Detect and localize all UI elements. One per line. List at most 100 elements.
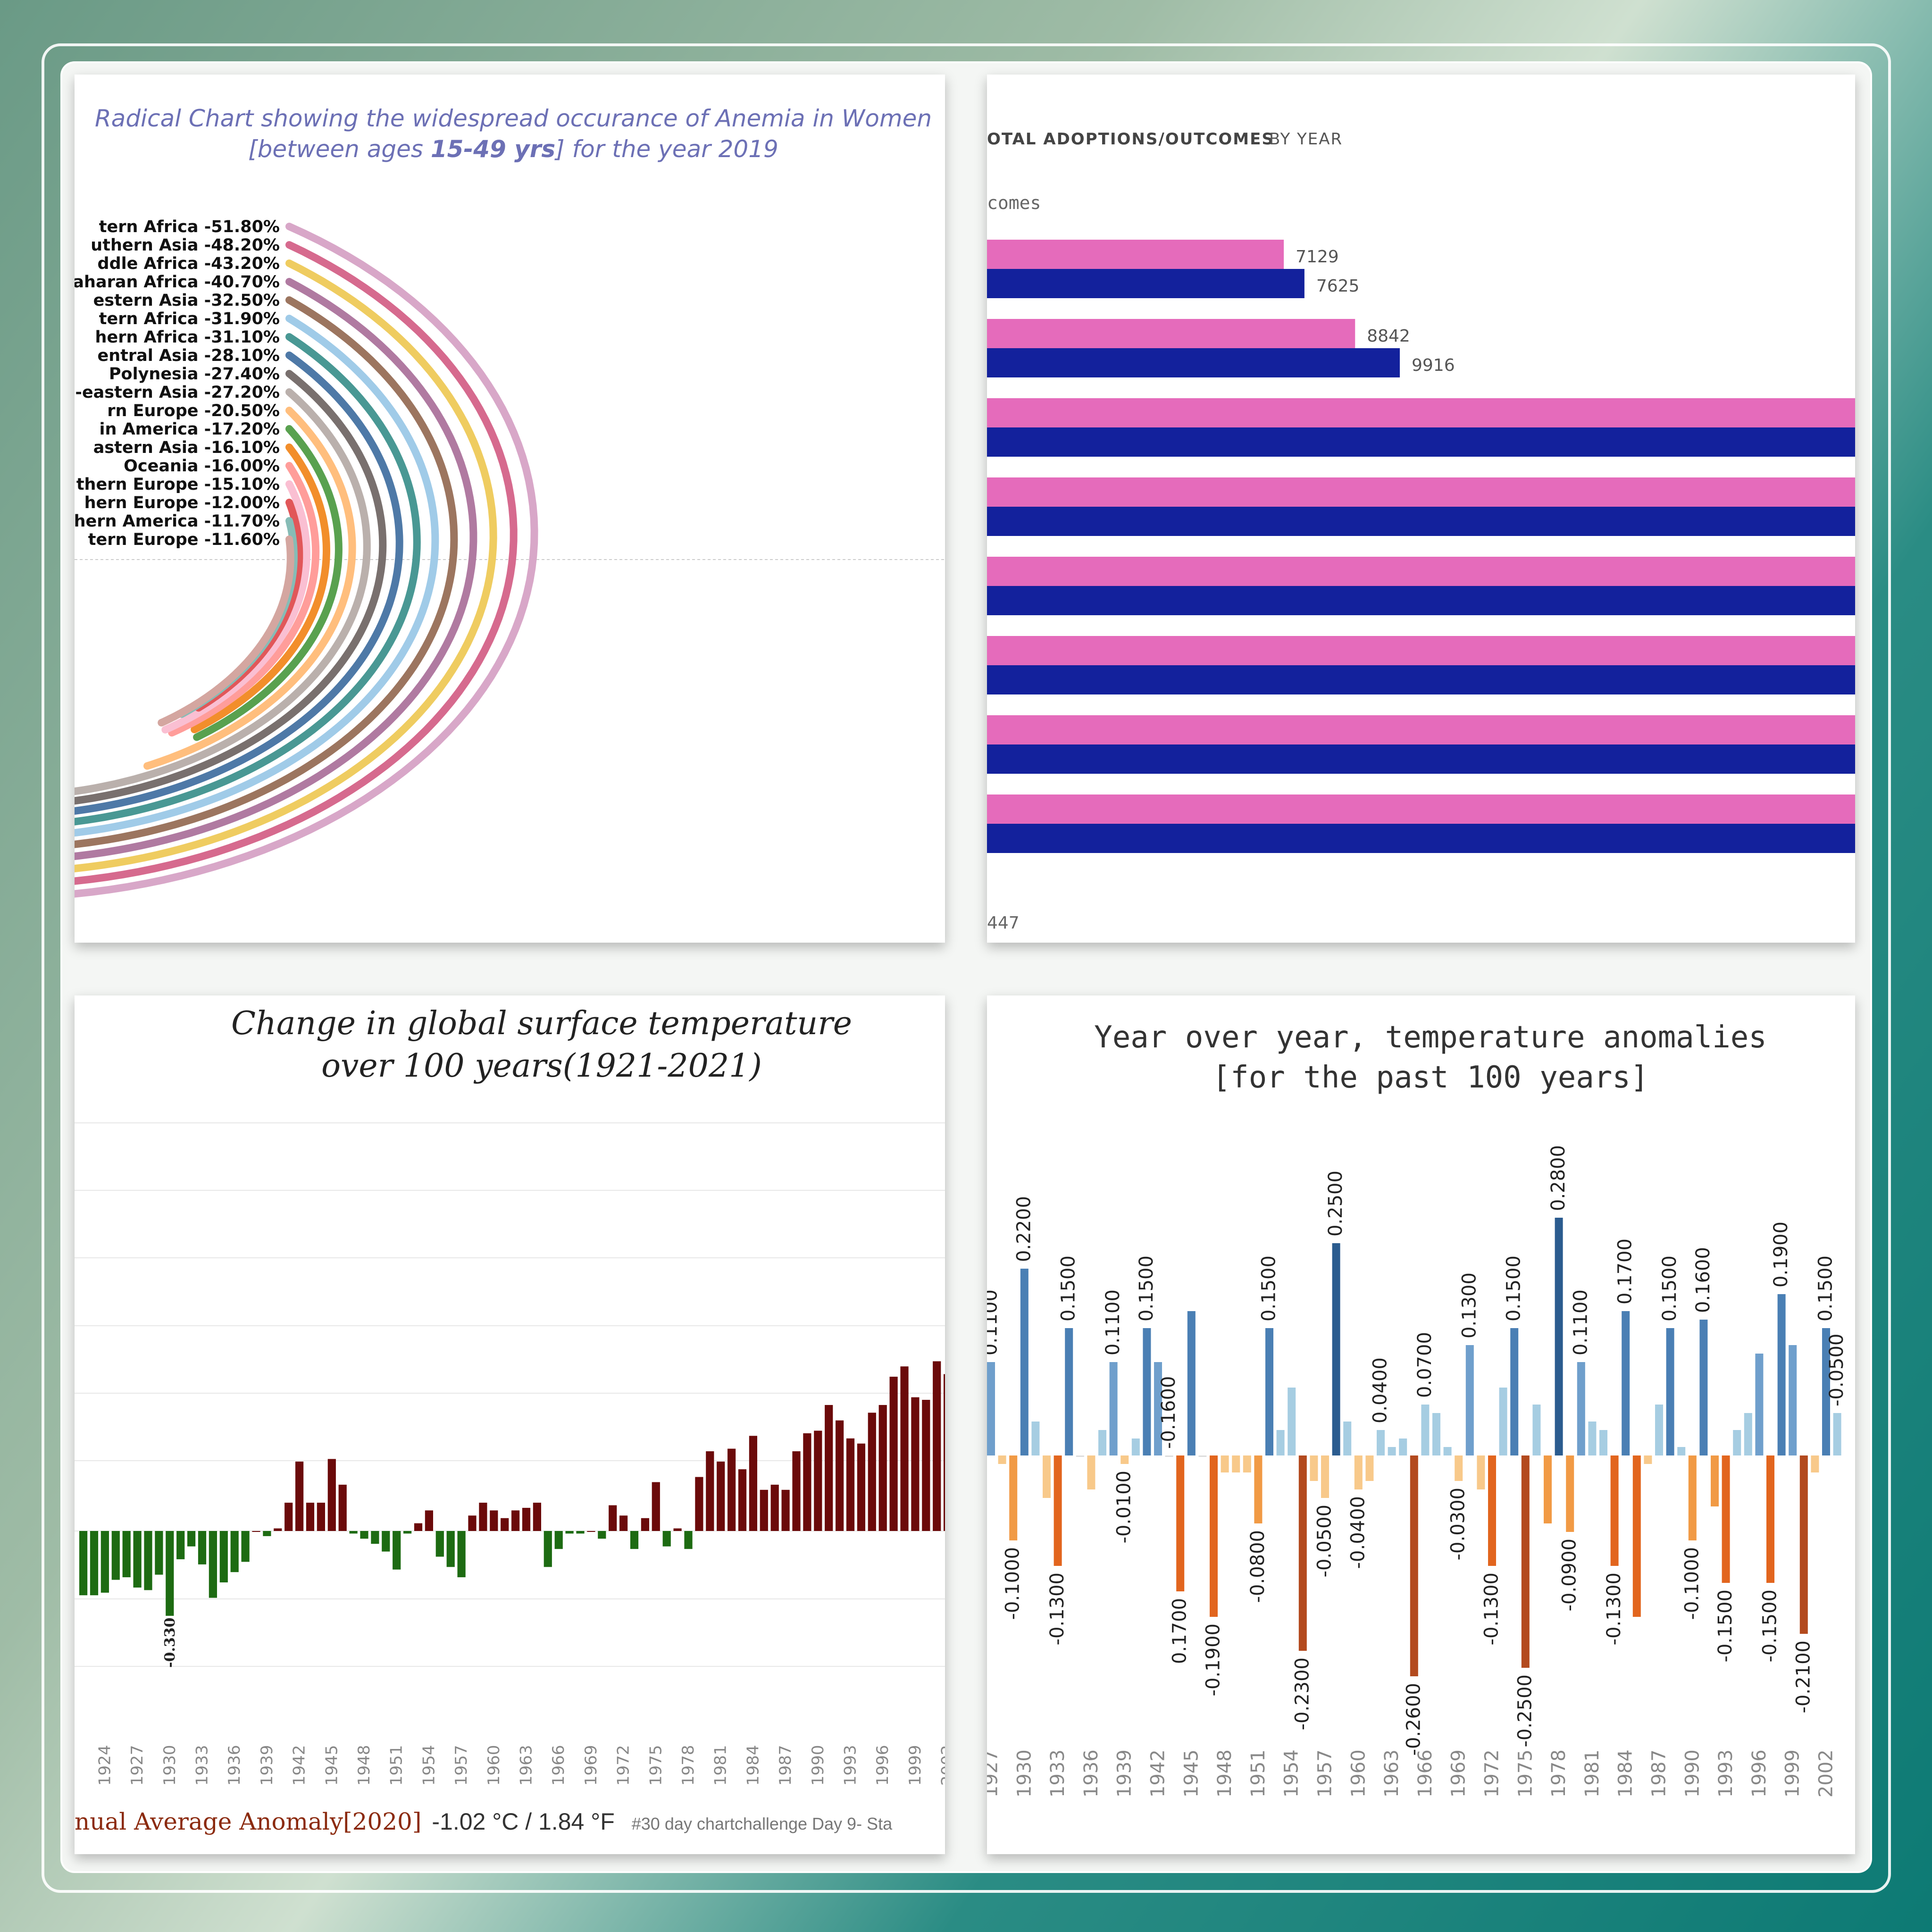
adoptions-panel: OTAL ADOPTIONS/OUTCOMES BY YEAR comes 71… (987, 75, 1855, 943)
yoy-bar (1811, 1455, 1819, 1472)
surface-temp-bar (576, 1531, 585, 1534)
yoy-value-label: 0.0700 (1414, 1332, 1436, 1398)
yoy-value-label: 0.1700 (1169, 1598, 1191, 1664)
adoption-bar-navy (987, 586, 1855, 615)
yoy-tick: 1963 (1381, 1749, 1403, 1798)
yoy-bar (1377, 1430, 1385, 1455)
radial-arc (75, 333, 421, 826)
surface-temp-tick: 1945 (322, 1745, 341, 1786)
surface-temp-bar (803, 1433, 811, 1531)
radial-arc (161, 480, 310, 734)
radial-arc-label: thern Europe -15.10% (76, 475, 280, 494)
yoy-tick: 1927 (987, 1749, 1002, 1798)
surface-temp-gridlines (75, 1122, 945, 1667)
surface-temp-tick: 1960 (485, 1745, 503, 1786)
yoy-bar (1432, 1413, 1440, 1455)
adoption-bar-pink (987, 636, 1855, 665)
surface-temp-bar (155, 1531, 163, 1575)
adoption-bar-value: 9916 (1412, 356, 1455, 375)
surface-temp-bar (673, 1528, 682, 1531)
yoy-value-label: -0.1000 (1002, 1547, 1024, 1620)
radial-arc (75, 259, 497, 872)
radial-arc (168, 462, 320, 737)
yoy-bar (1677, 1447, 1686, 1455)
yoy-value-label: 0.1900 (1770, 1221, 1792, 1288)
surface-temp-bar (468, 1515, 477, 1531)
yoy-bar (1510, 1328, 1519, 1455)
yoy-bar (1187, 1311, 1196, 1455)
yoy-bar (1610, 1455, 1619, 1566)
surface-temp-tick: 1996 (873, 1745, 892, 1786)
yoy-bar (1009, 1455, 1018, 1540)
surface-temp-bar (544, 1531, 552, 1567)
yoy-bar (1777, 1294, 1786, 1455)
yoy-tick: 1960 (1347, 1749, 1369, 1798)
radial-arc (193, 425, 343, 741)
surface-temp-panel: Change in global surface temperature ove… (75, 995, 945, 1854)
surface-temp-footer: nual Average Anomaly[2020] -1.02 °C / 1.8… (75, 1808, 893, 1835)
adoption-bar-navy (987, 824, 1855, 853)
yoy-value-label: -0.1500 (1759, 1589, 1781, 1662)
yoy-bar (1655, 1405, 1663, 1455)
yoy-bar (1711, 1455, 1719, 1506)
yoy-tick: 1939 (1114, 1749, 1136, 1798)
yoy-tick: 1981 (1581, 1749, 1603, 1798)
yoy-bar (1276, 1430, 1285, 1455)
surface-temp-bar (684, 1531, 693, 1549)
surface-temp-bar (619, 1515, 628, 1531)
surface-temp-bar (435, 1531, 444, 1557)
yoy-value-label: -0.1300 (1046, 1572, 1068, 1645)
yoy-bar (1254, 1455, 1263, 1523)
yoy-bar (1121, 1455, 1129, 1464)
adoptions-header-right: BY YEAR (1269, 130, 1343, 149)
yoy-bar (1577, 1362, 1585, 1455)
surface-temp-chart: Change in global surface temperature ove… (75, 1005, 945, 1835)
yoy-value-label: 0.2500 (1325, 1171, 1347, 1237)
yoy-bar (998, 1455, 1006, 1464)
surface-temp-bar (393, 1531, 401, 1570)
surface-temp-bar (501, 1518, 509, 1531)
surface-temp-bar (944, 1374, 945, 1531)
surface-temp-bar (511, 1510, 520, 1531)
yoy-tick: 1951 (1247, 1749, 1269, 1798)
yoy-bar (1043, 1455, 1051, 1498)
surface-temp-bar (295, 1461, 304, 1531)
yoy-tick: 1966 (1414, 1749, 1436, 1798)
surface-temp-bar (446, 1531, 455, 1567)
yoy-bars (987, 1218, 1841, 1676)
adoption-bar-pink (987, 477, 1855, 507)
surface-temp-tick: 1942 (290, 1745, 309, 1786)
surface-temp-bar (403, 1531, 412, 1534)
surface-temp-bar (857, 1443, 865, 1531)
yoy-bar (1599, 1430, 1607, 1455)
surface-temp-bars (79, 1361, 945, 1616)
adoption-bar-pink (987, 240, 1284, 269)
surface-temp-bar (122, 1531, 131, 1578)
surface-temp-bar (263, 1531, 271, 1536)
yoy-bar (1087, 1455, 1096, 1489)
radial-title-pre: [between ages (248, 135, 431, 163)
radial-title-line1: Radical Chart showing the widespread occ… (95, 105, 932, 132)
radial-title-bold: 15-49 yrs (431, 135, 555, 163)
surface-temp-bar (598, 1531, 606, 1539)
adoptions-bar-chart: OTAL ADOPTIONS/OUTCOMES BY YEAR comes 71… (987, 130, 1855, 933)
yoy-value-label: 0.1300 (1458, 1272, 1480, 1338)
yoy-value-label: -0.2100 (1792, 1640, 1814, 1713)
yoy-bar (1744, 1413, 1752, 1455)
adoption-bar-navy (987, 427, 1855, 457)
surface-temp-tick: 1927 (128, 1745, 147, 1786)
surface-temp-tick: 1987 (776, 1745, 795, 1786)
radial-arc-label: tern Africa -51.80% (99, 217, 280, 236)
surface-temp-bar (749, 1436, 757, 1531)
yoy-bar (1666, 1328, 1674, 1455)
surface-temp-bar (414, 1523, 423, 1531)
yoy-bar (1332, 1243, 1340, 1455)
yoy-value-label: 0.1100 (1102, 1289, 1124, 1355)
radial-arc-label: hern America -11.70% (75, 512, 280, 531)
yoy-bar (1688, 1455, 1697, 1540)
surface-temp-bar (425, 1510, 433, 1531)
yoy-bar (1109, 1362, 1118, 1455)
yoy-value-label: -0.2500 (1514, 1674, 1536, 1747)
surface-temp-bar (911, 1397, 920, 1531)
surface-temp-bar (144, 1531, 152, 1590)
